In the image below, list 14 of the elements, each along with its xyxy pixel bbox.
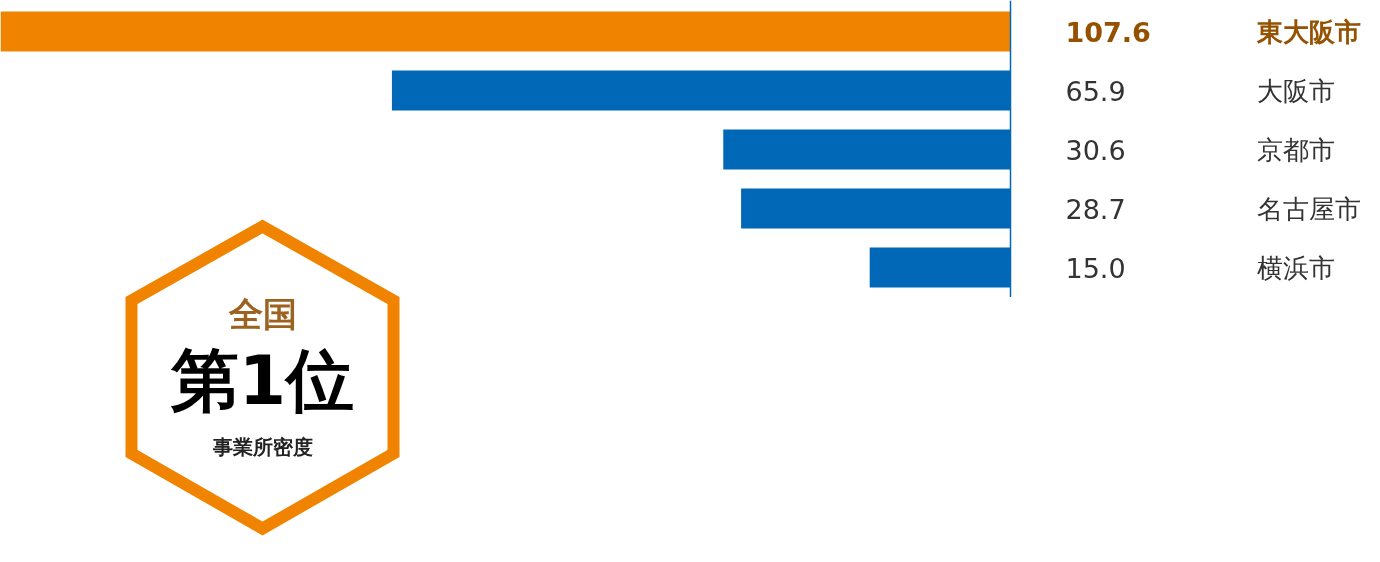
data-label: 65.9	[1065, 75, 1126, 107]
text: 第1位	[169, 341, 355, 420]
text: 事業所密度	[211, 434, 313, 459]
annotation: 全国	[227, 293, 297, 334]
y-tick-label: 京都市	[1256, 134, 1335, 165]
y-tick-label: 東大阪市	[1255, 16, 1361, 47]
data-label: 30.6	[1065, 134, 1126, 166]
bar	[0, 11, 1011, 52]
data-label: 107.6	[1065, 16, 1151, 48]
data-label: 28.7	[1065, 193, 1126, 225]
y-tick-label: 名古屋市	[1256, 193, 1361, 224]
data-label: 15.0	[1065, 252, 1126, 284]
y-tick-label: 大阪市	[1256, 75, 1335, 106]
y-tick-label: 横浜市	[1256, 252, 1335, 283]
